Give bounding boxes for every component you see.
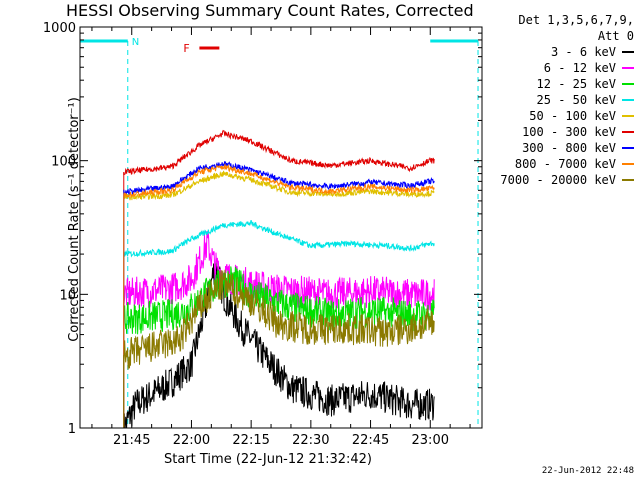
y-tick-label: 1 xyxy=(68,422,76,437)
legend-label: 12 - 25 keV xyxy=(536,77,616,91)
legend-attenuator: Att 0 xyxy=(597,29,634,43)
legend-label: 6 - 12 keV xyxy=(543,61,616,75)
axes-frame xyxy=(79,26,483,429)
legend-swatch xyxy=(622,83,634,85)
chart-title: HESSI Observing Summary Count Rates, Cor… xyxy=(66,1,474,20)
legend-label: 300 - 800 keV xyxy=(522,141,616,155)
legend-swatch xyxy=(622,163,634,165)
legend-detectors: Det 1,3,5,6,7,9, xyxy=(518,13,634,27)
legend-item: 25 - 50 keV xyxy=(500,92,634,108)
x-tick-label: 21:45 xyxy=(113,433,150,448)
y-tick-label: 1000 xyxy=(43,21,76,36)
x-tick-label: 22:30 xyxy=(292,433,329,448)
legend-item: 100 - 300 keV xyxy=(500,124,634,140)
legend-rows: 3 - 6 keV 6 - 12 keV 12 - 25 keV 25 - 50 ke… xyxy=(500,44,634,188)
x-tick-label: 22:45 xyxy=(352,433,389,448)
y-tick-label: 10 xyxy=(59,288,76,303)
legend-item: 300 - 800 keV xyxy=(500,140,634,156)
x-tick-label: 22:00 xyxy=(173,433,210,448)
series-line-7 xyxy=(123,163,435,199)
legend-label: 800 - 7000 keV xyxy=(514,157,616,171)
legend-item: 7000 - 20000 keV xyxy=(500,172,634,188)
x-tick-label: 22:15 xyxy=(232,433,269,448)
legend-swatch xyxy=(622,99,634,101)
y-tick-label: 100 xyxy=(51,155,76,170)
series-line-4 xyxy=(123,170,435,201)
timestamp: 22-Jun-2012 22:48 xyxy=(541,466,634,476)
legend-label: 3 - 6 keV xyxy=(550,45,616,59)
legend-item: 3 - 6 keV xyxy=(500,44,634,60)
series-line-3 xyxy=(123,220,435,258)
x-axis-label: Start Time (22-Jun-12 21:32:42) xyxy=(164,452,372,467)
series-line-1 xyxy=(123,230,435,311)
series-line-8 xyxy=(123,269,435,370)
legend-swatch xyxy=(622,67,634,69)
series-line-2 xyxy=(123,266,435,335)
legend-swatch xyxy=(622,147,634,149)
legend-label: 100 - 300 keV xyxy=(522,125,616,139)
x-tick-label: 23:00 xyxy=(412,433,449,448)
legend-swatch xyxy=(622,179,634,181)
series-line-6 xyxy=(123,161,435,196)
legend-item: 6 - 12 keV xyxy=(500,60,634,76)
legend-label: 25 - 50 keV xyxy=(536,93,616,107)
legend-swatch xyxy=(622,115,634,117)
flare-label: F xyxy=(183,42,189,55)
legend: Det 1,3,5,6,7,9, Att 0 3 - 6 keV 6 - 12 k… xyxy=(500,12,634,188)
night-label: N xyxy=(132,37,139,48)
legend-label: 50 - 100 keV xyxy=(529,109,616,123)
series-line-0 xyxy=(123,258,435,429)
legend-item: 800 - 7000 keV xyxy=(500,156,634,172)
legend-item: 12 - 25 keV xyxy=(500,76,634,92)
legend-swatch xyxy=(622,131,634,133)
legend-item: 50 - 100 keV xyxy=(500,108,634,124)
series-line-5 xyxy=(123,129,435,175)
legend-swatch xyxy=(622,51,634,53)
legend-label: 7000 - 20000 keV xyxy=(500,173,616,187)
